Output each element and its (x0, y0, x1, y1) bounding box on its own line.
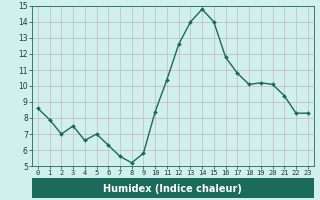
Text: Humidex (Indice chaleur): Humidex (Indice chaleur) (103, 184, 242, 194)
